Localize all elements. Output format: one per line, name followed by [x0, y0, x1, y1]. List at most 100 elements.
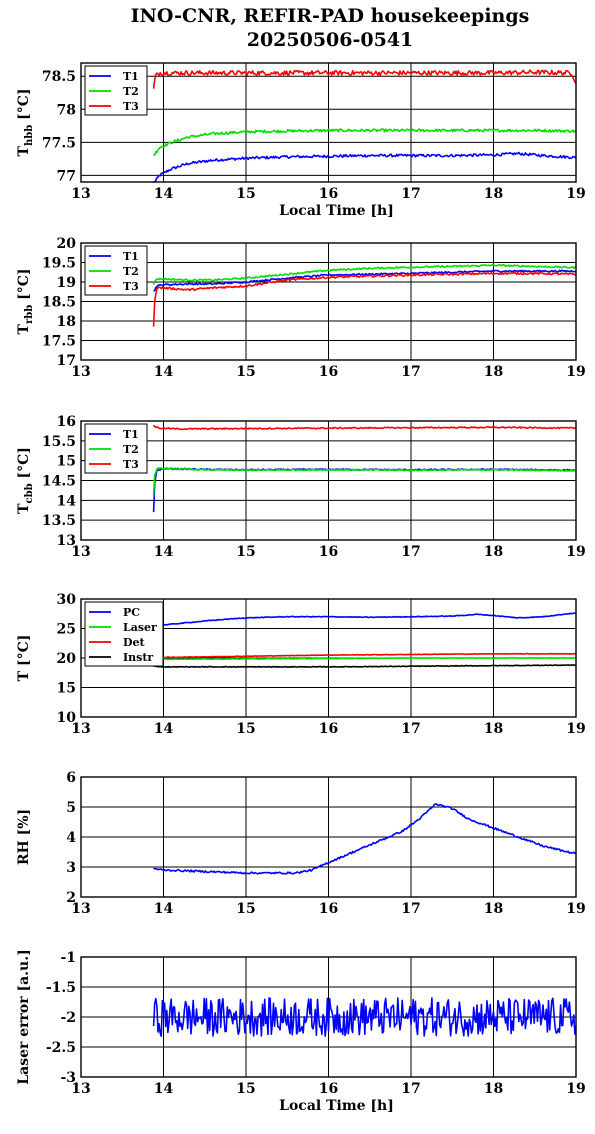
- x-axis-label: Local Time [h]: [279, 1098, 394, 1114]
- x-tick-label: 19: [566, 721, 585, 737]
- x-tick-label: 18: [484, 901, 503, 917]
- y-tick-label: 20: [57, 651, 77, 667]
- plot-frame: [80, 62, 577, 183]
- x-tick-label: 13: [71, 544, 90, 560]
- y-tick-label: 14: [57, 493, 77, 509]
- panel-5: 2 3 4 5 6 13 14 15 16 17 18 19 RH [%]: [16, 770, 586, 917]
- y-axis-label: Tcbb [°C]: [16, 447, 35, 514]
- panel-6: -3 -2.5 -2 -1.5 -1 13 14 15 16 17 18 19 Local Time […: [16, 949, 586, 1114]
- x-tick-label: 15: [236, 901, 255, 917]
- series-line-data: [153, 803, 577, 875]
- legend-label: Instr: [123, 651, 153, 664]
- x-tick-label: 13: [71, 186, 90, 202]
- y-tick-label: 18: [57, 314, 76, 330]
- x-tick-label: 16: [319, 721, 338, 737]
- y-tick-label: 13.5: [42, 513, 76, 529]
- y-tick-label: 15: [57, 681, 76, 697]
- y-tick-label: 77: [57, 168, 76, 184]
- x-tick-label: 17: [401, 721, 420, 737]
- x-tick-label: 13: [71, 1081, 90, 1097]
- x-tick-label: 14: [154, 186, 174, 202]
- y-axis-label-subscript: hbb: [24, 125, 35, 146]
- y-tick-label: 6: [66, 770, 76, 786]
- legend-label: T2: [123, 265, 139, 278]
- series-line-instr: [153, 663, 577, 668]
- x-tick-label: 19: [566, 1081, 585, 1097]
- y-tick-label: 13: [57, 533, 76, 549]
- series-line-t2: [153, 128, 577, 157]
- x-tick-label: 17: [401, 186, 420, 202]
- x-tick-label: 18: [484, 1081, 503, 1097]
- series-line-t2: [152, 467, 577, 496]
- y-tick-label: 78: [57, 102, 76, 118]
- x-tick-label: 13: [71, 901, 90, 917]
- x-tick-label: 18: [484, 364, 503, 380]
- y-axis-label-unit: [°C]: [16, 447, 32, 483]
- plot-frame: [80, 956, 577, 1078]
- legend: T1 T2 T3: [84, 423, 148, 474]
- x-tick-label: 17: [401, 1081, 420, 1097]
- y-tick-label: 15: [57, 454, 76, 470]
- legend-label: T3: [123, 280, 139, 293]
- legend-label: PC: [123, 606, 140, 619]
- y-axis-label-main: T: [16, 323, 32, 334]
- x-tick-label: 15: [236, 544, 255, 560]
- y-tick-label: 18.5: [42, 295, 76, 311]
- plot-frame: [80, 242, 577, 361]
- x-tick-label: 17: [401, 544, 420, 560]
- panel-3: 13 13.5 14 14.5 15 15.5 16 13 14 15 16 17 18 19 Tcbb […: [16, 414, 586, 560]
- y-tick-label: 30: [57, 592, 77, 608]
- plot-frame: [80, 598, 577, 718]
- x-tick-label: 15: [236, 721, 255, 737]
- series-line-data: [152, 997, 577, 1037]
- x-tick-label: 16: [319, 1081, 338, 1097]
- x-tick-label: 19: [566, 901, 585, 917]
- y-axis-label-main: RH [%]: [16, 809, 32, 865]
- y-axis-label-main: T: [16, 503, 32, 514]
- y-tick-label: 5: [66, 800, 76, 816]
- y-axis-label-subscript: rbb: [24, 305, 35, 324]
- series-line-t1: [153, 151, 577, 183]
- x-tick-label: 18: [484, 721, 503, 737]
- x-tick-label: 19: [566, 364, 585, 380]
- y-tick-label: -1: [60, 950, 76, 966]
- figure-title-line1: INO-CNR, REFIR-PAD housekeepings: [131, 5, 530, 27]
- y-axis-label-unit: [°C]: [16, 269, 32, 305]
- y-tick-label: 25: [57, 622, 76, 638]
- legend: PC Laser Det Instr: [84, 601, 164, 667]
- y-axis-label: Laser error [a.u.]: [16, 949, 32, 1084]
- x-tick-label: 18: [484, 544, 503, 560]
- x-tick-label: 14: [154, 544, 174, 560]
- y-axis-label-main: Laser error [a.u.]: [16, 949, 32, 1084]
- x-tick-label: 14: [154, 901, 174, 917]
- y-axis-label-subscript: cbb: [24, 483, 35, 503]
- x-tick-label: 16: [319, 364, 338, 380]
- x-tick-label: 14: [154, 1081, 174, 1097]
- series-line-t1: [152, 467, 577, 513]
- y-tick-label: 17.5: [42, 334, 76, 350]
- y-tick-label: 78.5: [42, 69, 76, 85]
- series-line-laser: [153, 656, 577, 661]
- x-tick-label: 15: [236, 186, 255, 202]
- x-tick-label: 19: [566, 186, 585, 202]
- x-tick-label: 14: [154, 364, 174, 380]
- y-tick-label: 15.5: [42, 434, 76, 450]
- legend: T1 T2 T3: [84, 65, 148, 116]
- figure-title-line2: 20250506-0541: [247, 29, 414, 51]
- panel-4: 10 15 20 25 30 13 14 15 16 17 18 19 T [°C] PC Laser Det…: [16, 592, 586, 737]
- legend-label: T1: [123, 250, 139, 263]
- y-tick-label: 14.5: [42, 474, 76, 490]
- series-line-det: [153, 652, 577, 659]
- x-tick-label: 15: [236, 364, 255, 380]
- x-tick-label: 16: [319, 901, 338, 917]
- panel-1: 77 77.5 78 78.5 13 14 15 16 17 18 19 Local Time [h]…: [16, 62, 586, 219]
- legend-label: T1: [123, 70, 139, 83]
- x-tick-label: 17: [401, 901, 420, 917]
- series-line-t2: [152, 263, 577, 285]
- y-tick-label: -1.5: [46, 980, 76, 996]
- y-tick-label: 19: [57, 275, 76, 291]
- x-tick-label: 18: [484, 186, 503, 202]
- y-tick-label: 16: [57, 414, 76, 430]
- x-axis-label: Local Time [h]: [279, 203, 394, 219]
- y-axis-label-unit: [°C]: [16, 89, 32, 125]
